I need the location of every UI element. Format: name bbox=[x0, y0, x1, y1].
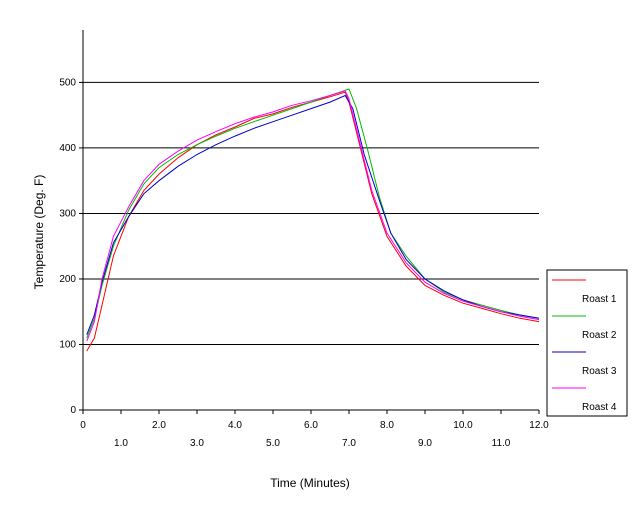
y-axis-ticks: 0 100 200 300 400 500 bbox=[59, 77, 83, 416]
y-tick-label: 100 bbox=[59, 339, 76, 350]
y-tick-label: 400 bbox=[59, 143, 76, 154]
x-tick-label: 8.0 bbox=[380, 420, 394, 431]
x-tick-label: 2.0 bbox=[152, 420, 166, 431]
legend: Roast 1 Roast 2 Roast 3 Roast 4 bbox=[546, 269, 628, 417]
x-tick-label: 10.0 bbox=[453, 420, 473, 431]
x-tick-label: 7.0 bbox=[342, 438, 356, 449]
y-tick-label: 0 bbox=[70, 405, 76, 416]
y-tick-label: 500 bbox=[59, 77, 76, 88]
legend-label-4: Roast 4 bbox=[582, 402, 617, 413]
axes bbox=[82, 30, 539, 411]
legend-label-3: Roast 3 bbox=[582, 366, 617, 377]
x-tick-label: 9.0 bbox=[418, 438, 432, 449]
x-tick-label: 12.0 bbox=[529, 420, 549, 431]
series-line-1 bbox=[86, 91, 540, 352]
x-tick-label: 5.0 bbox=[266, 438, 280, 449]
x-tick-label: 4.0 bbox=[228, 420, 242, 431]
legend-label-1: Roast 1 bbox=[582, 294, 617, 305]
series-lines bbox=[86, 88, 540, 352]
gridlines bbox=[83, 81, 539, 345]
series-line-3 bbox=[86, 94, 540, 335]
series-line-4 bbox=[86, 90, 540, 342]
y-axis-title: Temperature (Deg. F) bbox=[32, 175, 46, 290]
legend-box bbox=[546, 269, 628, 417]
y-tick-label: 200 bbox=[59, 274, 76, 285]
x-tick-label: 0 bbox=[80, 420, 86, 431]
x-tick-label: 1.0 bbox=[114, 438, 128, 449]
x-tick-label: 6.0 bbox=[304, 420, 318, 431]
x-axis-title: Time (Minutes) bbox=[270, 476, 350, 490]
x-tick-label: 3.0 bbox=[190, 438, 204, 449]
x-axis-ticks: 0 2.0 4.0 6.0 8.0 10.0 12.0 1.0 3.0 5.0 7.0 9.0 11.0 bbox=[80, 410, 549, 449]
x-tick-label: 11.0 bbox=[492, 438, 511, 449]
legend-label-2: Roast 2 bbox=[582, 330, 617, 341]
series-line-2 bbox=[86, 88, 540, 339]
y-tick-label: 300 bbox=[59, 208, 76, 219]
